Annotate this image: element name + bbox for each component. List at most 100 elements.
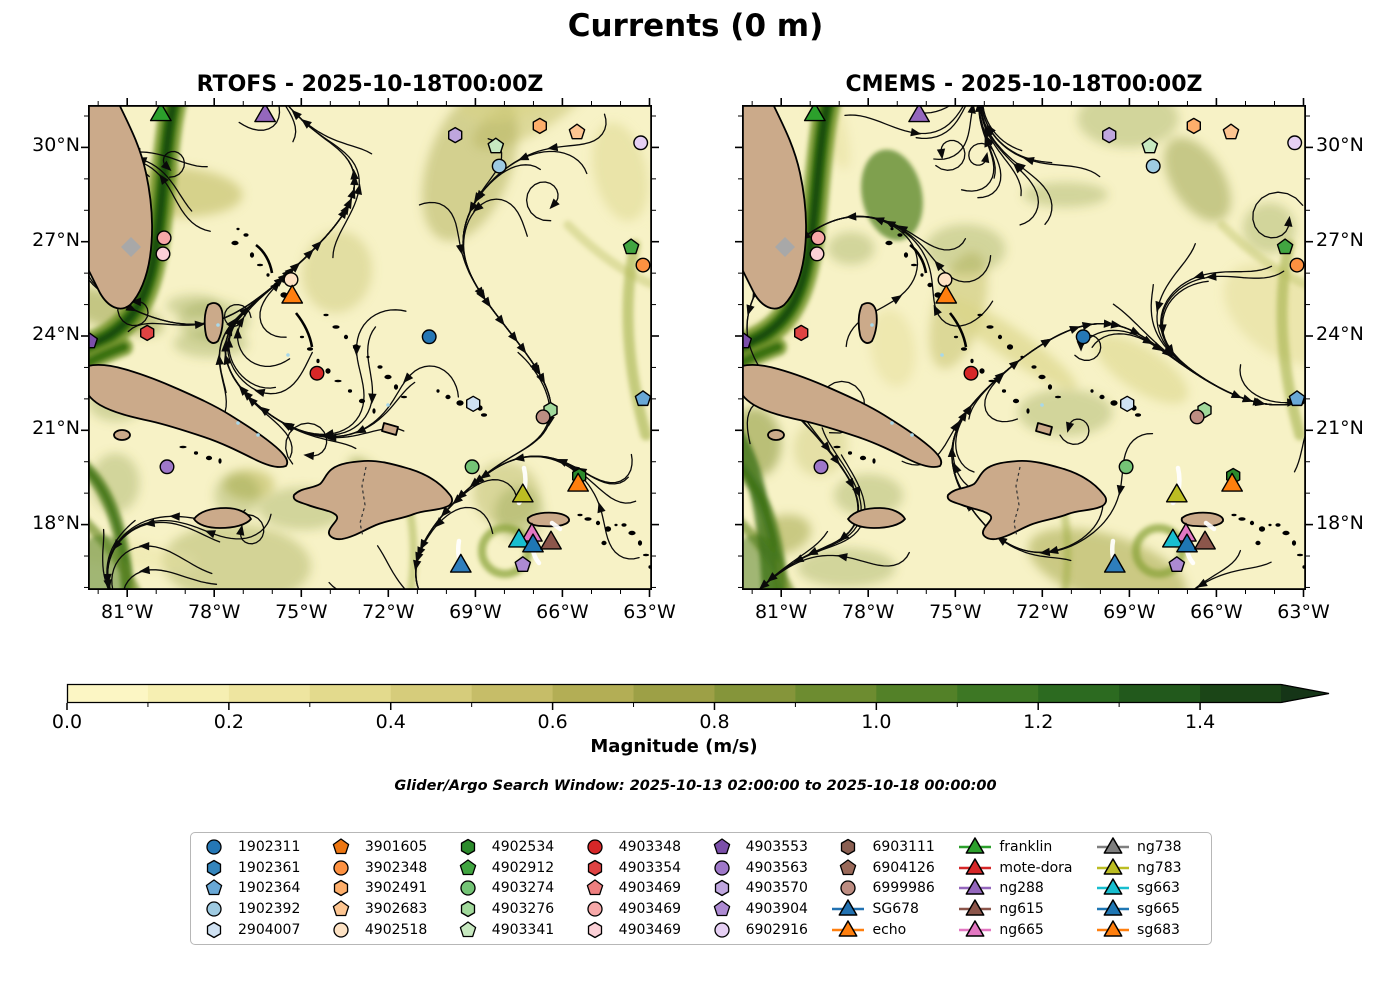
legend-entry-label: 3902491	[364, 880, 428, 897]
legend-entry-6999986: 6999986	[831, 878, 958, 899]
colorbar-tick-label: 0.0	[51, 711, 83, 733]
marker-3902683	[1222, 123, 1240, 140]
hexagon-marker-icon	[587, 921, 602, 939]
legend-entry-4903354: 4903354	[578, 857, 705, 878]
hexagon-marker-icon	[587, 859, 602, 876]
marker-echo	[281, 284, 304, 304]
marker-ng783	[511, 483, 534, 503]
pentagon-marker-icon	[459, 859, 477, 875]
marker-ng615	[1194, 530, 1216, 550]
legend-entry-4902518: 4902518	[324, 920, 451, 941]
marker-franklin	[149, 105, 172, 122]
legend-entry-4903553: 4903553	[705, 837, 832, 858]
marker-3902683	[568, 123, 586, 140]
marker-4903570	[1102, 126, 1117, 144]
marker-3902348	[1289, 257, 1305, 273]
legend-column: 1902311 1902361 1902364 1902392 2904007	[197, 837, 324, 941]
legend-entry-4903341: 4903341	[451, 920, 578, 941]
marker-4903341	[487, 137, 505, 154]
marker-6999986	[535, 409, 551, 425]
marker-6902916	[1287, 135, 1303, 151]
marker-1902392	[1145, 158, 1161, 174]
marker-6999986	[1189, 409, 1205, 425]
legend-entry-2904007: 2904007	[197, 920, 324, 941]
legend-entry-label: ng615	[999, 901, 1044, 918]
circle-marker-icon	[333, 860, 349, 876]
legend-entry-ng738: ng738	[1096, 837, 1205, 858]
marker-ng615	[540, 530, 562, 550]
hexagon-marker-icon	[841, 838, 856, 856]
hexagon-marker-icon	[714, 880, 729, 897]
marker-4903348	[309, 365, 325, 381]
legend-entry-label: 4903276	[491, 901, 555, 918]
legend-entry-ng615: ng615	[958, 899, 1096, 920]
pentagon-marker-icon	[205, 879, 223, 896]
glider-triangle-icon	[1097, 878, 1130, 896]
legend-entry-label: 1902311	[238, 838, 301, 855]
legend-entry-label: SG678	[872, 901, 919, 918]
marker-4903274	[464, 459, 480, 475]
legend-entry-label: 4903274	[491, 880, 555, 897]
marker-franklin	[803, 105, 826, 122]
lon-tick-label: 78°W	[187, 601, 241, 623]
legend-entry-4902534: 4902534	[451, 837, 578, 858]
legend-entry-4903276: 4903276	[451, 899, 578, 920]
pentagon-marker-icon	[332, 900, 350, 917]
legend-entry-label: 6903111	[872, 838, 935, 855]
cmems-map	[735, 98, 1313, 597]
legend-entry-4903563: 4903563	[705, 857, 832, 878]
glider-triangle-icon	[959, 837, 992, 854]
colorbar-tick-label: 1.2	[1023, 711, 1054, 733]
circle-marker-icon	[206, 901, 222, 917]
lat-tick-label: 21°N	[1316, 417, 1364, 440]
marker-3902491	[1186, 117, 1201, 135]
legend-entry-label: 4903469	[618, 880, 682, 897]
lon-tick-label: 63°W	[623, 601, 676, 623]
legend-column: 4902534 4902912 4903274 4903276 4903341	[451, 837, 578, 941]
legend-entry-label: 4902534	[491, 838, 555, 855]
marker-2904007	[466, 395, 481, 412]
legend-entry-4903904: 4903904	[705, 899, 832, 920]
marker-1902311	[421, 329, 437, 345]
legend-entry-label: ng665	[999, 922, 1044, 939]
legend-entry-3902683: 3902683	[324, 899, 451, 920]
colorbar-tick-label: 0.6	[537, 711, 568, 733]
lat-tick-label: 30°N	[1316, 134, 1364, 157]
legend-entry-label: 6904126	[872, 859, 935, 876]
legend-entry-label: ng783	[1137, 859, 1182, 876]
legend-column: 3901605 3902348 3902491 3902683 4902518	[324, 837, 451, 941]
legend-entry-1902361: 1902361	[197, 857, 324, 878]
legend-entry-1902311: 1902311	[197, 837, 324, 858]
marker-4903469	[809, 246, 825, 262]
marker-4902518	[283, 272, 299, 288]
glider-triangle-icon	[959, 920, 992, 937]
colorbar-gradient	[66, 683, 1330, 710]
legend-entry-label: 4903348	[618, 838, 682, 855]
circle-marker-icon	[206, 839, 222, 855]
marker-ng783	[1165, 483, 1188, 503]
marker-4903348	[963, 365, 979, 381]
glider-triangle-icon	[1097, 857, 1130, 875]
legend-entry-label: sg663	[1137, 880, 1180, 897]
panel-rtofs: RTOFS - 2025-10-18T00:00Z 30°N 27°N 24°N 21…	[32, 72, 676, 622]
legend-entry-label: ng738	[1137, 838, 1182, 855]
lat-tick-label: 24°N	[1316, 323, 1364, 345]
panel-rtofs-title: RTOFS - 2025-10-18T00:00Z	[196, 72, 544, 97]
colorbar: 0.0 0.2 0.4 0.6 0.8 1.0 1.2 1.4	[52, 683, 1337, 744]
legend-entry-6904126: 6904126	[831, 857, 958, 878]
search-window-caption: Glider/Argo Search Window: 2025-10-13 02…	[394, 778, 997, 794]
legend-entry-6902916: 6902916	[705, 920, 832, 941]
pentagon-marker-icon	[713, 900, 730, 917]
lon-tick-label: 69°W	[1103, 601, 1156, 623]
pentagon-marker-icon	[586, 879, 603, 896]
lon-tick-label: 78°W	[841, 601, 895, 623]
hexagon-marker-icon	[206, 859, 222, 876]
marker-4903341	[1141, 137, 1159, 154]
circle-marker-icon	[333, 922, 349, 938]
marker-4903904	[514, 556, 532, 572]
marker-ng288	[254, 105, 277, 123]
marker-1902364	[1288, 390, 1306, 407]
legend-entry-label: 1902364	[238, 880, 301, 897]
marker-ng288	[908, 105, 931, 123]
